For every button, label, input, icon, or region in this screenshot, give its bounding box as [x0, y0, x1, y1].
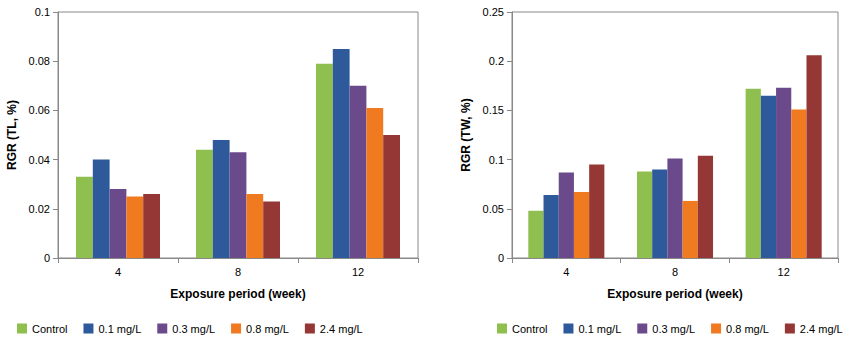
svg-text:0.3 mg/L: 0.3 mg/L: [172, 323, 215, 335]
svg-text:0.2: 0.2: [489, 55, 504, 67]
svg-text:Exposure period (week): Exposure period (week): [607, 287, 742, 301]
svg-text:Control: Control: [512, 323, 547, 335]
svg-text:Exposure period (week): Exposure period (week): [170, 287, 305, 301]
svg-text:0.25: 0.25: [483, 6, 504, 18]
svg-text:RGR (TW, %): RGR (TW, %): [459, 98, 473, 171]
svg-text:0.1: 0.1: [35, 6, 50, 18]
svg-text:0.1: 0.1: [489, 154, 504, 166]
svg-text:0.3 mg/L: 0.3 mg/L: [652, 323, 695, 335]
svg-text:0.02: 0.02: [29, 203, 50, 215]
svg-text:RGR (TL, %): RGR (TL, %): [5, 100, 19, 170]
svg-text:0.04: 0.04: [29, 154, 50, 166]
svg-text:Control: Control: [32, 323, 67, 335]
svg-text:0: 0: [44, 252, 50, 264]
svg-text:0.06: 0.06: [29, 104, 50, 116]
svg-text:0.1 mg/L: 0.1 mg/L: [98, 323, 141, 335]
svg-text:0.8 mg/L: 0.8 mg/L: [246, 323, 289, 335]
svg-text:0: 0: [498, 252, 504, 264]
svg-text:12: 12: [352, 266, 364, 278]
svg-text:0.15: 0.15: [483, 104, 504, 116]
svg-text:0.8 mg/L: 0.8 mg/L: [726, 323, 769, 335]
svg-text:0.08: 0.08: [29, 55, 50, 67]
svg-text:2.4 mg/L: 2.4 mg/L: [320, 323, 363, 335]
svg-text:8: 8: [235, 266, 241, 278]
svg-text:0.1 mg/L: 0.1 mg/L: [578, 323, 621, 335]
svg-text:4: 4: [115, 266, 121, 278]
svg-text:8: 8: [672, 266, 678, 278]
svg-text:0.05: 0.05: [483, 203, 504, 215]
svg-text:4: 4: [563, 266, 569, 278]
svg-text:12: 12: [778, 266, 790, 278]
svg-text:2.4 mg/L: 2.4 mg/L: [800, 323, 843, 335]
